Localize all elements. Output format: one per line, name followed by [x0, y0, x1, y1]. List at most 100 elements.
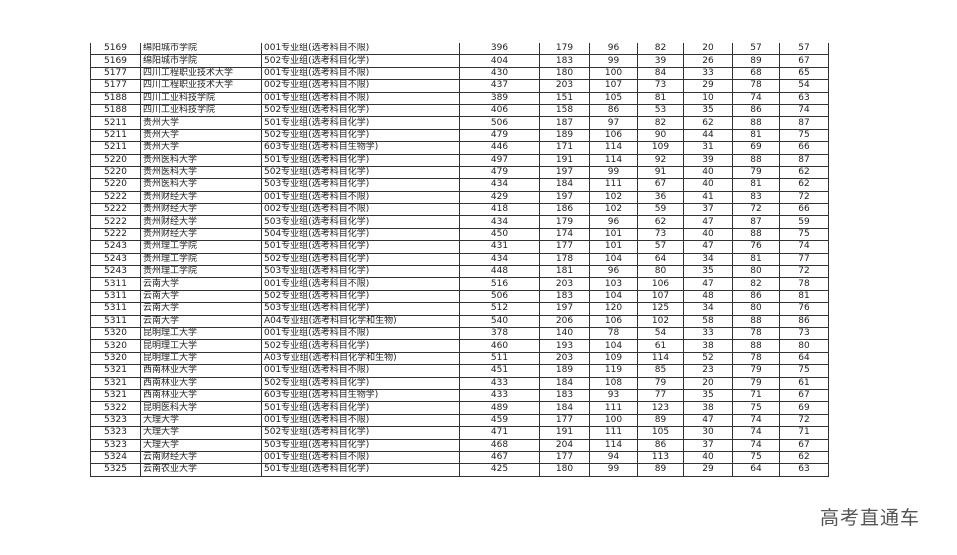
major-group-cell: 001专业组(选考科目不限) — [261, 91, 460, 105]
major-group-cell: 002专业组(选考科目不限) — [261, 203, 460, 217]
score-5-cell: 75 — [732, 401, 780, 415]
score-4-cell: 23 — [683, 364, 733, 378]
score-5-cell: 79 — [732, 165, 780, 180]
score-3-cell: 36 — [637, 190, 684, 205]
school-name-cell: 四川工程职业技术大学 — [140, 66, 262, 81]
score-3-cell: 81 — [637, 91, 684, 105]
score-4-cell: 20 — [683, 43, 733, 56]
score-5-cell: 74 — [732, 438, 780, 452]
table-row: 5188 四川工业科技学院 502专业组(选考科目化学) 406 158 86 53 35 86… — [90, 103, 829, 118]
score-5-cell: 78 — [732, 351, 780, 366]
score-2-cell: 111 — [589, 426, 638, 440]
score-2-cell: 120 — [589, 302, 638, 316]
score-4-cell: 52 — [683, 351, 733, 366]
score-5-cell: 68 — [732, 66, 780, 81]
score-2-cell: 100 — [589, 413, 638, 428]
school-name-cell: 西南林业大学 — [140, 376, 262, 390]
total-score-cell: 511 — [459, 351, 540, 366]
score-3-cell: 114 — [637, 351, 684, 366]
score-5-cell: 81 — [732, 128, 780, 143]
score-6-cell: 87 — [779, 153, 829, 167]
score-4-cell: 26 — [683, 54, 733, 68]
table-row: 5188 四川工业科技学院 001专业组(选考科目不限) 389 151 105 81 10 7… — [90, 91, 829, 105]
score-5-cell: 80 — [732, 265, 780, 279]
major-group-cell: 501专业组(选考科目化学) — [261, 153, 460, 167]
school-code-cell: 5211 — [90, 141, 141, 155]
score-4-cell: 40 — [683, 450, 733, 465]
score-4-cell: 35 — [683, 265, 733, 279]
school-name-cell: 四川工程职业技术大学 — [140, 79, 262, 93]
score-1-cell: 151 — [539, 91, 590, 105]
score-5-cell: 74 — [732, 426, 780, 440]
score-2-cell: 100 — [589, 66, 638, 81]
score-3-cell: 102 — [637, 314, 684, 329]
score-3-cell: 57 — [637, 240, 684, 254]
score-2-cell: 78 — [589, 326, 638, 341]
score-6-cell: 78 — [779, 277, 829, 291]
score-3-cell: 89 — [637, 413, 684, 428]
score-1-cell: 183 — [539, 289, 590, 304]
score-2-cell: 96 — [589, 215, 638, 229]
score-2-cell: 102 — [589, 190, 638, 205]
school-code-cell: 5222 — [90, 215, 141, 229]
score-4-cell: 44 — [683, 128, 733, 143]
total-score-cell: 446 — [459, 141, 540, 155]
school-code-cell: 5169 — [90, 43, 141, 56]
score-3-cell: 92 — [637, 153, 684, 167]
score-2-cell: 97 — [589, 116, 638, 130]
school-code-cell: 5321 — [90, 388, 141, 403]
score-6-cell: 57 — [779, 43, 829, 56]
school-code-cell: 5311 — [90, 289, 141, 304]
major-group-cell: 503专业组(选考科目化学) — [261, 215, 460, 229]
table-row: 5320 昆明理工大学 502专业组(选考科目化学) 460 193 104 61 38 88 8… — [90, 339, 829, 353]
score-4-cell: 47 — [683, 413, 733, 428]
score-3-cell: 91 — [637, 165, 684, 180]
school-name-cell: 贵州大学 — [140, 141, 262, 155]
score-4-cell: 40 — [683, 178, 733, 192]
score-2-cell: 104 — [589, 252, 638, 267]
score-6-cell: 67 — [779, 54, 829, 68]
score-2-cell: 94 — [589, 450, 638, 465]
score-5-cell: 88 — [732, 339, 780, 353]
score-2-cell: 101 — [589, 227, 638, 242]
school-name-cell: 贵州理工学院 — [140, 252, 262, 267]
school-name-cell: 大理大学 — [140, 426, 262, 440]
score-table: 5169 绵阳城市学院 001专业组(选考科目不限) 396 179 96 82 20 57 57… — [90, 43, 829, 477]
score-2-cell: 106 — [589, 314, 638, 329]
score-6-cell: 54 — [779, 79, 829, 93]
score-4-cell: 47 — [683, 215, 733, 229]
score-4-cell: 38 — [683, 339, 733, 353]
score-2-cell: 99 — [589, 463, 638, 477]
school-name-cell: 大理大学 — [140, 438, 262, 452]
table-row: 5222 贵州财经大学 503专业组(选考科目化学) 434 179 96 62 47 87 59 — [90, 215, 829, 229]
score-1-cell: 184 — [539, 178, 590, 192]
score-1-cell: 140 — [539, 326, 590, 341]
score-5-cell: 75 — [732, 450, 780, 465]
score-6-cell: 74 — [779, 103, 829, 118]
major-group-cell: A03专业组(选考科目化学和生物) — [261, 351, 460, 366]
score-1-cell: 191 — [539, 426, 590, 440]
score-4-cell: 37 — [683, 438, 733, 452]
school-name-cell: 西南林业大学 — [140, 388, 262, 403]
major-group-cell: 001专业组(选考科目不限) — [261, 66, 460, 81]
score-2-cell: 93 — [589, 388, 638, 403]
school-name-cell: 云南大学 — [140, 302, 262, 316]
score-4-cell: 20 — [683, 376, 733, 390]
score-3-cell: 82 — [637, 43, 684, 56]
table-row: 5222 贵州财经大学 504专业组(选考科目化学) 450 174 101 73 40 88 7… — [90, 227, 829, 242]
score-1-cell: 197 — [539, 190, 590, 205]
score-6-cell: 62 — [779, 178, 829, 192]
score-3-cell: 85 — [637, 364, 684, 378]
score-1-cell: 183 — [539, 54, 590, 68]
total-score-cell: 404 — [459, 54, 540, 68]
score-4-cell: 35 — [683, 103, 733, 118]
score-6-cell: 72 — [779, 413, 829, 428]
score-1-cell: 189 — [539, 128, 590, 143]
score-2-cell: 109 — [589, 351, 638, 366]
score-6-cell: 75 — [779, 227, 829, 242]
major-group-cell: 001专业组(选考科目不限) — [261, 364, 460, 378]
score-6-cell: 63 — [779, 91, 829, 105]
score-6-cell: 64 — [779, 351, 829, 366]
school-code-cell: 5321 — [90, 376, 141, 390]
score-4-cell: 40 — [683, 227, 733, 242]
